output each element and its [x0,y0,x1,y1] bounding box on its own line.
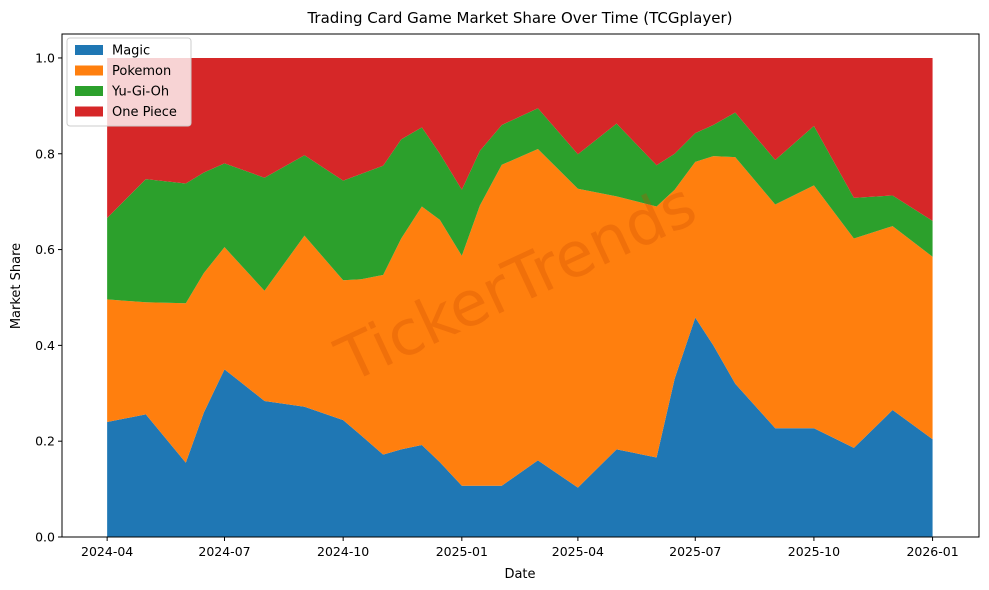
area-one-piece [107,57,933,221]
y-axis-label: Market Share [9,243,24,329]
chart-title: Trading Card Game Market Share Over Time… [306,9,732,27]
legend-label: Yu-Gi-Oh [111,85,169,100]
x-axis: 2024-04 2024-07 2024-10 2025-01 2025-04 2025-… [81,537,959,559]
legend-swatch [75,86,103,96]
x-tick-label: 2025-04 [552,544,604,559]
x-tick-label: 2025-07 [669,544,721,559]
legend-label: One Piece [112,105,177,120]
legend-label: Pokemon [112,64,171,79]
legend-swatch [75,45,103,55]
x-tick-label: 2026-01 [906,544,958,559]
stacked-areas [107,57,933,537]
y-tick-label: 1.0 [35,50,55,65]
area-pokemon [107,148,933,488]
legend-swatch [75,106,103,117]
x-tick-label: 2024-07 [198,544,250,559]
x-tick-label: 2024-04 [81,544,133,559]
x-tick-label: 2024-10 [317,544,369,559]
x-tick-label: 2025-01 [436,544,488,559]
area-yu-gi-oh [107,108,933,304]
area-magic [107,317,933,537]
y-tick-label: 0.6 [35,242,55,257]
y-tick-label: 0.0 [35,530,55,545]
y-tick-label: 0.4 [35,338,55,353]
x-tick-label: 2025-10 [788,544,840,559]
plot-frame [61,33,980,538]
x-axis-label: Date [504,567,535,582]
legend-label: Magic [112,44,150,59]
y-tick-label: 0.2 [35,434,55,449]
legend: Magic Pokemon Yu-Gi-Oh One Piece [66,37,192,127]
y-tick-label: 0.8 [35,146,55,161]
y-axis: 0.0 0.2 0.4 0.6 0.8 1.0 [35,50,62,545]
legend-swatch [75,65,103,76]
legend-box [66,37,192,127]
